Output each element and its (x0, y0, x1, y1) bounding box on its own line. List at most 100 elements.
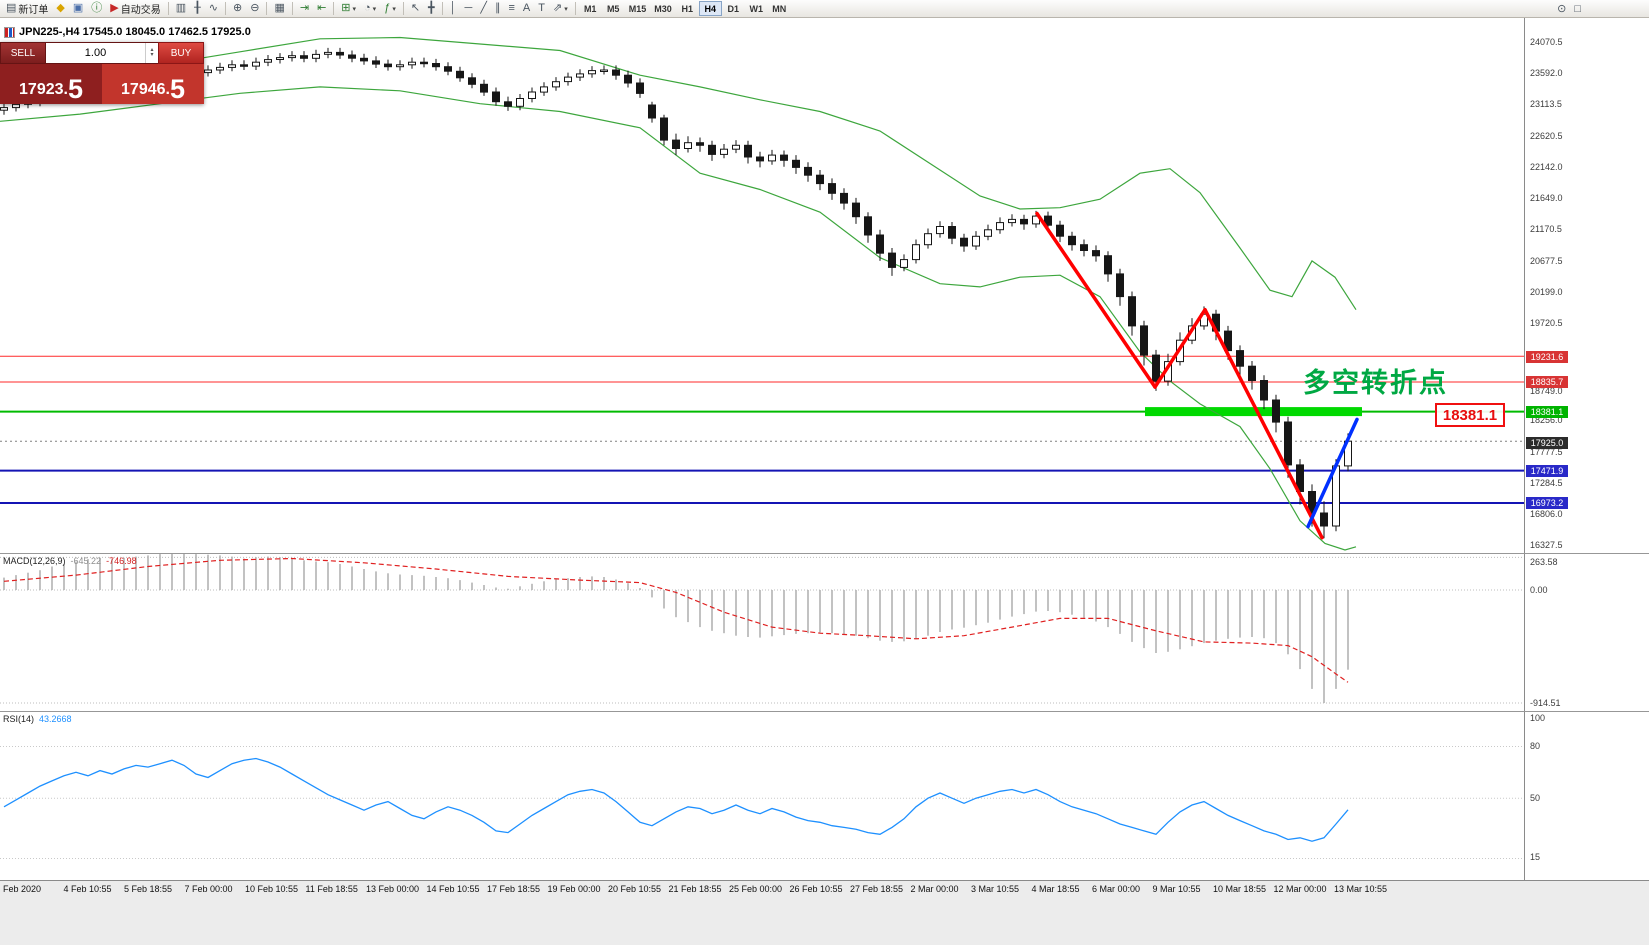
zoom-out-button[interactable]: ⊖ (246, 1, 263, 17)
panel-splitter[interactable] (0, 711, 1649, 712)
label-tool-button[interactable]: T (534, 1, 549, 17)
zoom-in-button[interactable]: ⊕ (229, 1, 246, 17)
price-axis[interactable]: 24070.5 23592.0 23113.5 22620.5 22142.0 21649… (1524, 18, 1649, 880)
toolbar-separator (266, 2, 268, 15)
text-tool-button[interactable]: A (519, 1, 534, 17)
price-chart-canvas[interactable] (0, 28, 1524, 553)
new-chart-icon: ⊞ (341, 2, 351, 14)
search-icon: ⊙ (1557, 2, 1567, 15)
trend-line[interactable] (1203, 307, 1324, 540)
timeframe-m5-button[interactable]: M5 (602, 1, 625, 16)
new-chart-button[interactable]: ⊞ ▾ (337, 1, 360, 17)
timeframe-h4-button[interactable]: H4 (698, 1, 722, 16)
time-axis-label: 2 Mar 00:00 (910, 884, 959, 894)
rsi-line (3, 757, 1349, 842)
timeframe-m1-button[interactable]: M1 (579, 1, 602, 16)
support-zone-rect[interactable] (1145, 407, 1362, 417)
rsi-label: RSI(14) 43.2668 (3, 714, 72, 724)
candlestick-series (0, 47, 1352, 539)
lot-size-control[interactable]: 1.00 ▴ ▾ (46, 42, 158, 64)
panel-splitter[interactable] (0, 553, 1649, 554)
fibonacci-tool-button[interactable]: ≡ (504, 1, 518, 17)
macd-panel[interactable]: MACD(12,26,9) -645.22 -746.98 (0, 554, 1524, 711)
cursor-tool-button[interactable]: ↖ (407, 1, 424, 17)
price-axis-label: 23113.5 (1530, 99, 1562, 109)
info-button[interactable]: ⓘ (87, 1, 106, 17)
chart-shift-button[interactable]: ⇤ (313, 1, 330, 17)
main-toolbar: ▤ 新订单 ◆ ▣ ⓘ ▶ 自动交易 ▥ ╂ ∿ ⊕ ⊖ ▦ ⇥ ⇤ ⊞ ▾ ◔ ▾ ƒ ▾ ↖ ╋ │ ─ ╱ ∥ ≡ A T ⇗ ▾ M1 M… (0, 0, 1649, 18)
turning-point-annotation[interactable]: 多空转折点 (1303, 368, 1448, 398)
rsi-panel[interactable]: RSI(14) 43.2668 (0, 712, 1524, 880)
price-axis-badge: 17471.9 (1526, 465, 1568, 477)
price-axis-badge: 18381.1 (1526, 406, 1568, 418)
print-button[interactable]: ▣ (69, 1, 87, 17)
auto-scroll-button[interactable]: ⇥ (296, 1, 313, 17)
price-axis-label: 50 (1530, 793, 1541, 803)
time-axis-label: 12 Mar 00:00 (1273, 884, 1327, 894)
timeframe-w1-button[interactable]: W1 (745, 1, 768, 16)
candlestick-chart-button[interactable]: ╂ (190, 1, 205, 17)
trend-line[interactable] (1035, 211, 1157, 389)
tile-windows-icon: ▦ (274, 2, 285, 14)
buy-button[interactable]: BUY (158, 42, 204, 64)
time-axis-label: 25 Feb 00:00 (729, 884, 783, 894)
macd-main-value: -645.22 (70, 556, 102, 566)
buy-price-pip: 5 (169, 73, 185, 104)
fibonacci-icon: ≡ (508, 2, 515, 14)
cursor-icon: ↖ (410, 2, 421, 14)
bollinger-lower-band (0, 86, 1357, 551)
zoom-in-icon: ⊕ (233, 2, 243, 14)
sell-button[interactable]: SELL (0, 42, 46, 64)
period-selector-button[interactable]: ◔ ▾ (360, 1, 380, 17)
favorites-button[interactable]: ◆ (52, 1, 68, 17)
time-axis[interactable]: Feb 2020 4 Feb 10:55 5 Feb 18:55 7 Feb 00:0… (0, 880, 1649, 945)
buy-price[interactable]: 17946. 5 (102, 64, 204, 104)
time-axis-label: 13 Mar 10:55 (1334, 884, 1388, 894)
new-order-icon: ▤ (6, 2, 17, 14)
tile-windows-button[interactable]: ▦ (270, 1, 288, 17)
new-order-button[interactable]: ▤ 新订单 (2, 1, 52, 17)
indicators-button[interactable]: ƒ ▾ (380, 1, 400, 17)
line-chart-button[interactable]: ∿ (205, 1, 222, 17)
data-window-button[interactable]: □ (1570, 1, 1585, 17)
bar-chart-button[interactable]: ▥ (172, 1, 190, 17)
trend-line[interactable] (1153, 307, 1207, 389)
spin-up-icon[interactable]: ▴ (150, 47, 154, 53)
time-axis-label: 14 Feb 10:55 (426, 884, 480, 894)
trend-line[interactable] (1306, 417, 1359, 529)
bollinger-upper-band (0, 36, 1357, 311)
spin-down-icon[interactable]: ▾ (150, 52, 154, 58)
lot-size-value[interactable]: 1.00 (84, 47, 107, 59)
macd-chart-canvas[interactable] (0, 554, 1524, 711)
timeframe-m30-button[interactable]: M30 (650, 1, 676, 16)
timeframe-h1-button[interactable]: H1 (676, 1, 699, 16)
dropdown-caret-icon: ▾ (564, 5, 568, 13)
vertical-line-tool-button[interactable]: │ (446, 1, 461, 17)
channel-tool-button[interactable]: ∥ (491, 1, 505, 17)
time-axis-label: 21 Feb 18:55 (668, 884, 722, 894)
one-click-trading-panel: SELL 1.00 ▴ ▾ BUY 17923. 5 17946. 5 (0, 42, 204, 104)
timeframe-d1-button[interactable]: D1 (722, 1, 745, 16)
candlestick-chart-icon: ╂ (194, 2, 201, 14)
time-axis-label: 13 Feb 00:00 (366, 884, 420, 894)
trendline-tool-button[interactable]: ╱ (476, 1, 491, 17)
sell-price[interactable]: 17923. 5 (0, 64, 102, 104)
dropdown-caret-icon: ▾ (392, 5, 396, 13)
arrows-tool-button[interactable]: ⇗ ▾ (549, 1, 572, 17)
horizontal-line-tool-button[interactable]: ─ (461, 1, 477, 17)
price-axis-label: 16327.5 (1530, 540, 1563, 550)
toolbar-separator (333, 2, 335, 15)
timeframe-m15-button[interactable]: M15 (625, 1, 651, 16)
price-level-label[interactable]: 18381.1 (1435, 403, 1505, 427)
crosshair-tool-button[interactable]: ╋ (424, 1, 439, 17)
price-axis-label: 21649.0 (1530, 193, 1563, 203)
time-axis-label: 27 Feb 18:55 (850, 884, 904, 894)
chart-window[interactable]: JPN225-,H4 17545.0 18045.0 17462.5 17925… (0, 18, 1524, 553)
timeframe-mn-button[interactable]: MN (768, 1, 791, 16)
search-symbols-button[interactable]: ⊙ (1553, 1, 1570, 17)
price-axis-label: -914.51 (1530, 698, 1561, 708)
auto-trading-button[interactable]: ▶ 自动交易 (106, 1, 164, 17)
price-axis-label: 21170.5 (1530, 224, 1562, 234)
rsi-chart-canvas[interactable] (0, 712, 1524, 880)
dropdown-caret-icon: ▾ (372, 5, 377, 13)
